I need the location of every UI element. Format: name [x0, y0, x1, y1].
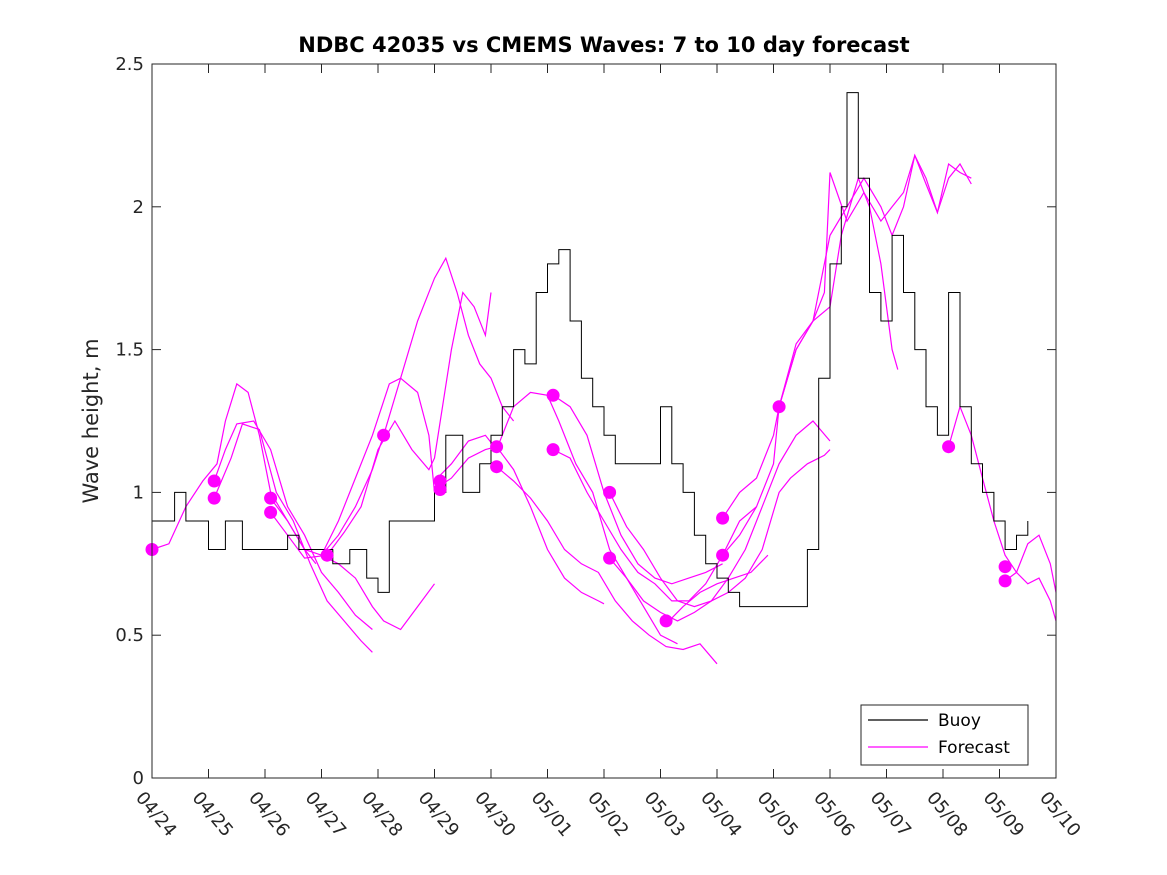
series-layer — [151, 92, 1057, 665]
forecast-marker — [659, 614, 673, 628]
legend: Buoy Forecast — [860, 704, 1029, 766]
marker-layer — [145, 388, 1012, 628]
forecast-line-9 — [434, 391, 678, 645]
forecast-marker — [490, 460, 504, 474]
forecast-marker — [490, 440, 504, 454]
forecast-marker — [264, 505, 278, 519]
forecast-marker — [716, 548, 730, 562]
forecast-marker — [942, 440, 956, 454]
forecast-line-19 — [948, 404, 1057, 622]
chart-title: NDBC 42035 vs CMEMS Waves: 7 to 10 day f… — [298, 33, 909, 57]
y-tick-label: 2.5 — [115, 54, 144, 75]
forecast-line-4 — [270, 377, 436, 556]
forecast-marker — [320, 548, 334, 562]
forecast-line-2 — [213, 420, 373, 630]
forecast-line-15 — [668, 554, 769, 622]
forecast-marker — [603, 551, 617, 565]
legend-box — [860, 704, 1029, 766]
forecast-line-7 — [321, 554, 435, 631]
forecast-line-12 — [552, 394, 723, 585]
forecast-marker — [207, 474, 221, 488]
buoy-line — [152, 92, 1029, 608]
forecast-marker — [207, 491, 221, 505]
forecast-marker — [546, 388, 560, 402]
forecast-line-18 — [778, 153, 972, 407]
forecast-marker — [546, 443, 560, 457]
y-tick-label: 0 — [133, 768, 144, 789]
forecast-marker — [772, 400, 786, 414]
forecast-line-16 — [722, 176, 899, 519]
legend-forecast-label: Forecast — [938, 738, 1010, 758]
forecast-line-5 — [270, 291, 492, 559]
y-tick-label: 2 — [133, 197, 144, 218]
forecast-line-14 — [609, 420, 831, 622]
y-tick-label: 1.5 — [115, 340, 144, 361]
y-tick-label: 0.5 — [115, 625, 144, 646]
forecast-marker — [264, 491, 278, 505]
forecast-marker — [433, 483, 447, 496]
forecast-marker — [603, 485, 617, 499]
forecast-line-10 — [496, 466, 718, 665]
forecast-line-6 — [321, 256, 515, 556]
forecast-marker — [998, 574, 1012, 588]
legend-buoy-label: Buoy — [938, 711, 981, 731]
forecast-line-3 — [213, 423, 373, 653]
forecast-line-8 — [434, 446, 605, 605]
forecast-marker — [377, 428, 391, 442]
forecast-marker — [716, 511, 730, 525]
forecast-line-20 — [1004, 534, 1057, 593]
y-axis-label: Wave height, m — [79, 338, 103, 503]
y-tick-label: 1 — [133, 482, 144, 503]
forecast-marker — [998, 560, 1012, 574]
